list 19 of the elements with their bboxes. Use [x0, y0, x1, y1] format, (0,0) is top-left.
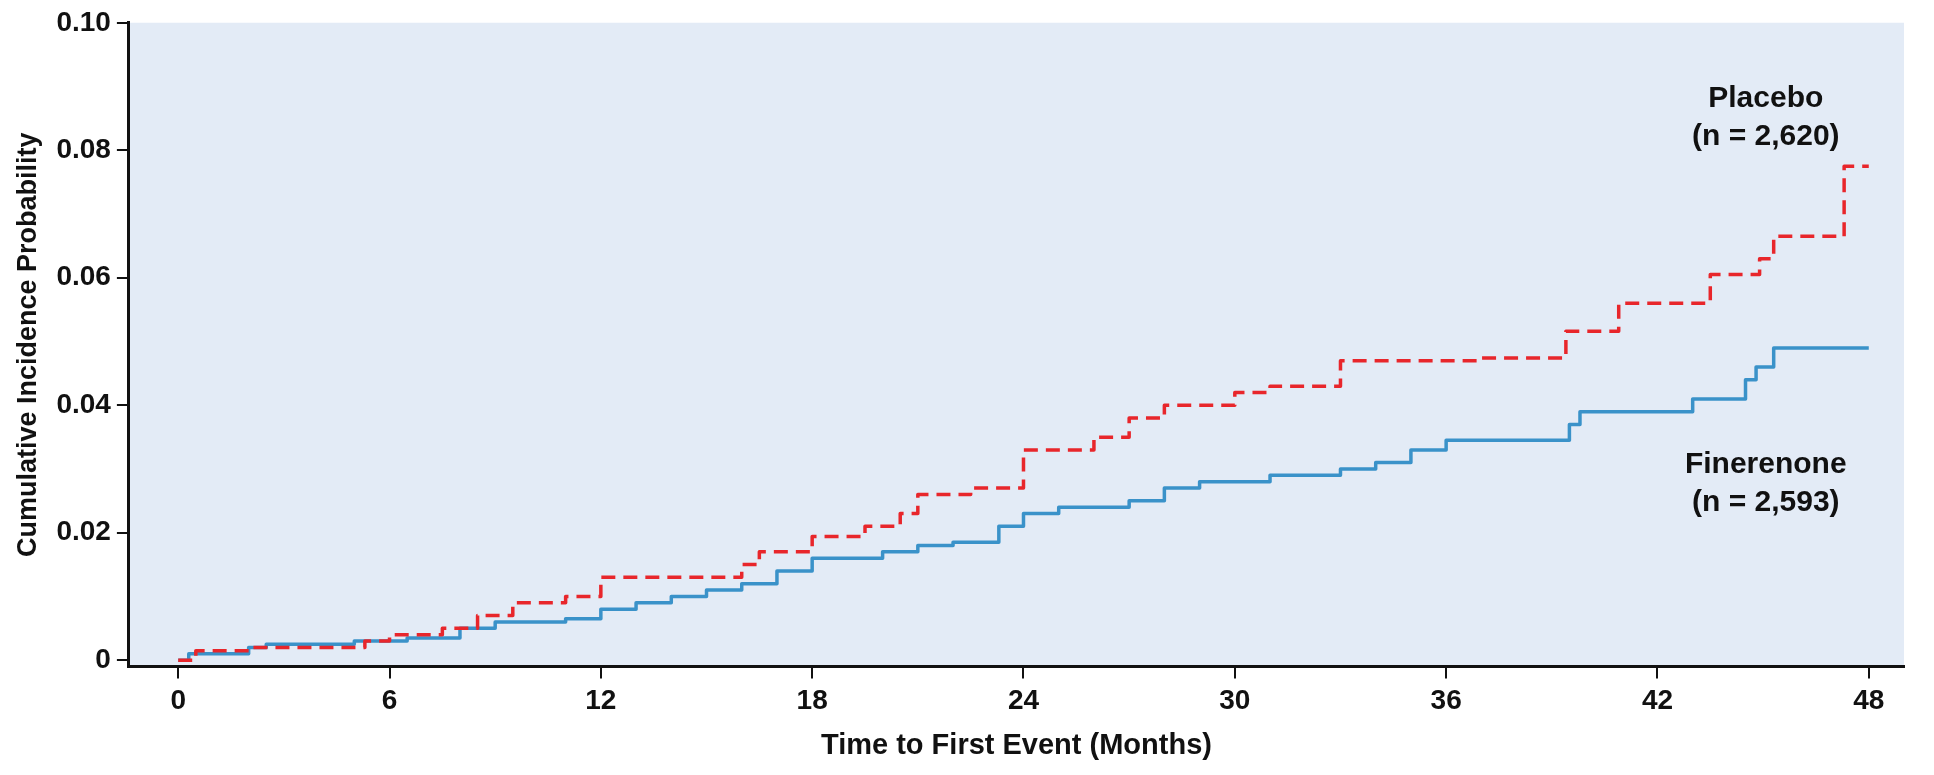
- y-tick-label: 0.08: [56, 133, 111, 164]
- x-tick-label: 30: [1219, 684, 1251, 716]
- y-tick-label: 0.06: [56, 260, 111, 292]
- y-tick-label: 0.04: [56, 387, 112, 419]
- y-tick-label: 0: [95, 642, 111, 674]
- x-tick-label: 18: [796, 684, 828, 716]
- x-tick-label: 48: [1853, 684, 1885, 716]
- x-tick-label: 6: [381, 684, 398, 716]
- x-tick-label: 42: [1641, 684, 1674, 716]
- x-tick-label: 12: [585, 684, 617, 716]
- x-tick-label: 36: [1430, 684, 1462, 716]
- series-label: Placebo (n = 2,620): [1691, 80, 1840, 152]
- y-tick-label: 0.02: [56, 515, 111, 547]
- y-tick-label: 0.10: [56, 5, 111, 37]
- x-tick-label: 0: [170, 684, 186, 716]
- series-label: Finerenone (n = 2,593): [1684, 446, 1847, 518]
- x-axis-title: Time to First Event (Months): [820, 727, 1212, 760]
- y-axis-title: Cumulative Incidence Probability: [11, 132, 42, 557]
- x-tick-label: 24: [1007, 684, 1040, 716]
